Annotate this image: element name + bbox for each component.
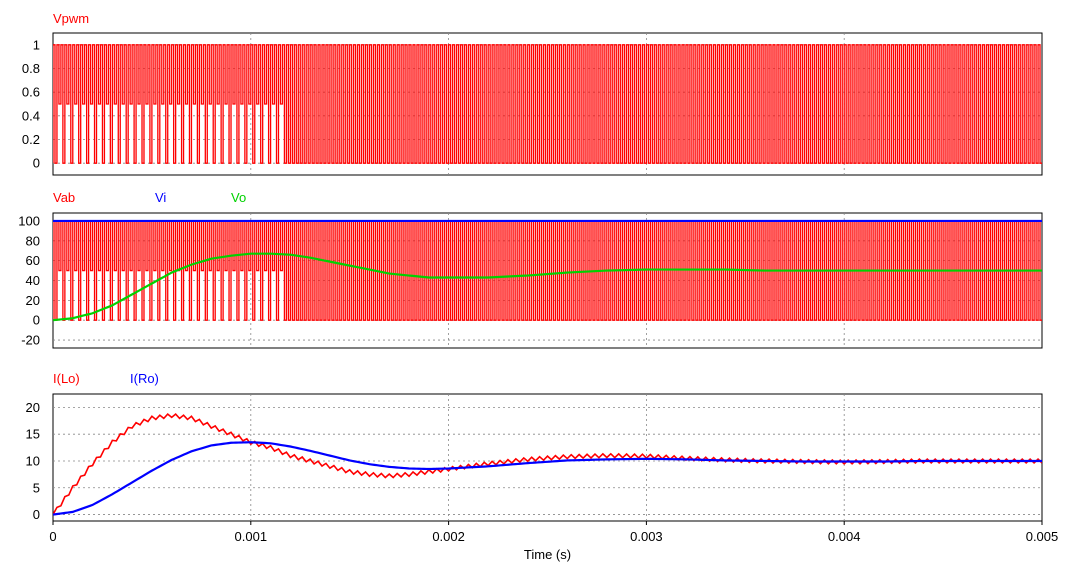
panel-bottom: 0 5 10 15 20 I(Lo) I(Ro) 0 0.001 0.002 0.003 0.004 0… [26,371,1059,562]
panel-middle: -20 0 20 40 60 80 100 Vab Vi Vo [18,190,1043,349]
x-axis-label: Time (s) [524,547,571,562]
series-line-vpwm [53,44,1042,164]
x-tick-label: 0.004 [828,529,861,544]
y-tick-label: 20 [26,400,40,415]
series-group [53,44,1042,164]
y-tick-label: 80 [26,233,40,248]
panel-top: 0 0.2 0.4 0.6 0.8 1 Vpwm [22,11,1043,176]
x-tick-label: 0.005 [1026,529,1059,544]
legend-label: I(Lo) [53,371,80,386]
legend-label: Vpwm [53,11,89,26]
y-tick-label: 100 [18,213,40,228]
series-line-i-ro [53,441,1042,516]
plot-frame [52,393,1043,522]
y-tick-label: 10 [26,453,40,468]
x-tick-label: 0.001 [235,529,268,544]
series-group [53,412,1042,516]
legend-label: I(Ro) [130,371,159,386]
legend-label: Vab [53,190,75,205]
legend-label: Vo [231,190,246,205]
y-tick-label: 60 [26,253,40,268]
legend-label: Vi [155,190,166,205]
x-tick-label: 0.003 [630,529,663,544]
y-tick-label: 0 [33,156,40,171]
y-tick-label: 20 [26,293,40,308]
y-tick-label: 15 [26,427,40,442]
y-tick-label: 0.2 [22,132,40,147]
y-tick-label: 0.4 [22,108,40,123]
y-tick-label: 0 [33,313,40,328]
y-tick-label: 0.8 [22,61,40,76]
series-group [53,219,1042,322]
y-tick-label: 40 [26,273,40,288]
y-tick-label: 0.6 [22,85,40,100]
y-tick-label: -20 [21,333,40,348]
x-tick-label: 0 [49,529,56,544]
x-tick-label: 0.002 [432,529,465,544]
y-tick-label: 1 [33,37,40,52]
series-line-vo [53,252,1042,322]
y-tick-label: 0 [33,507,40,522]
y-tick-label: 5 [33,480,40,495]
